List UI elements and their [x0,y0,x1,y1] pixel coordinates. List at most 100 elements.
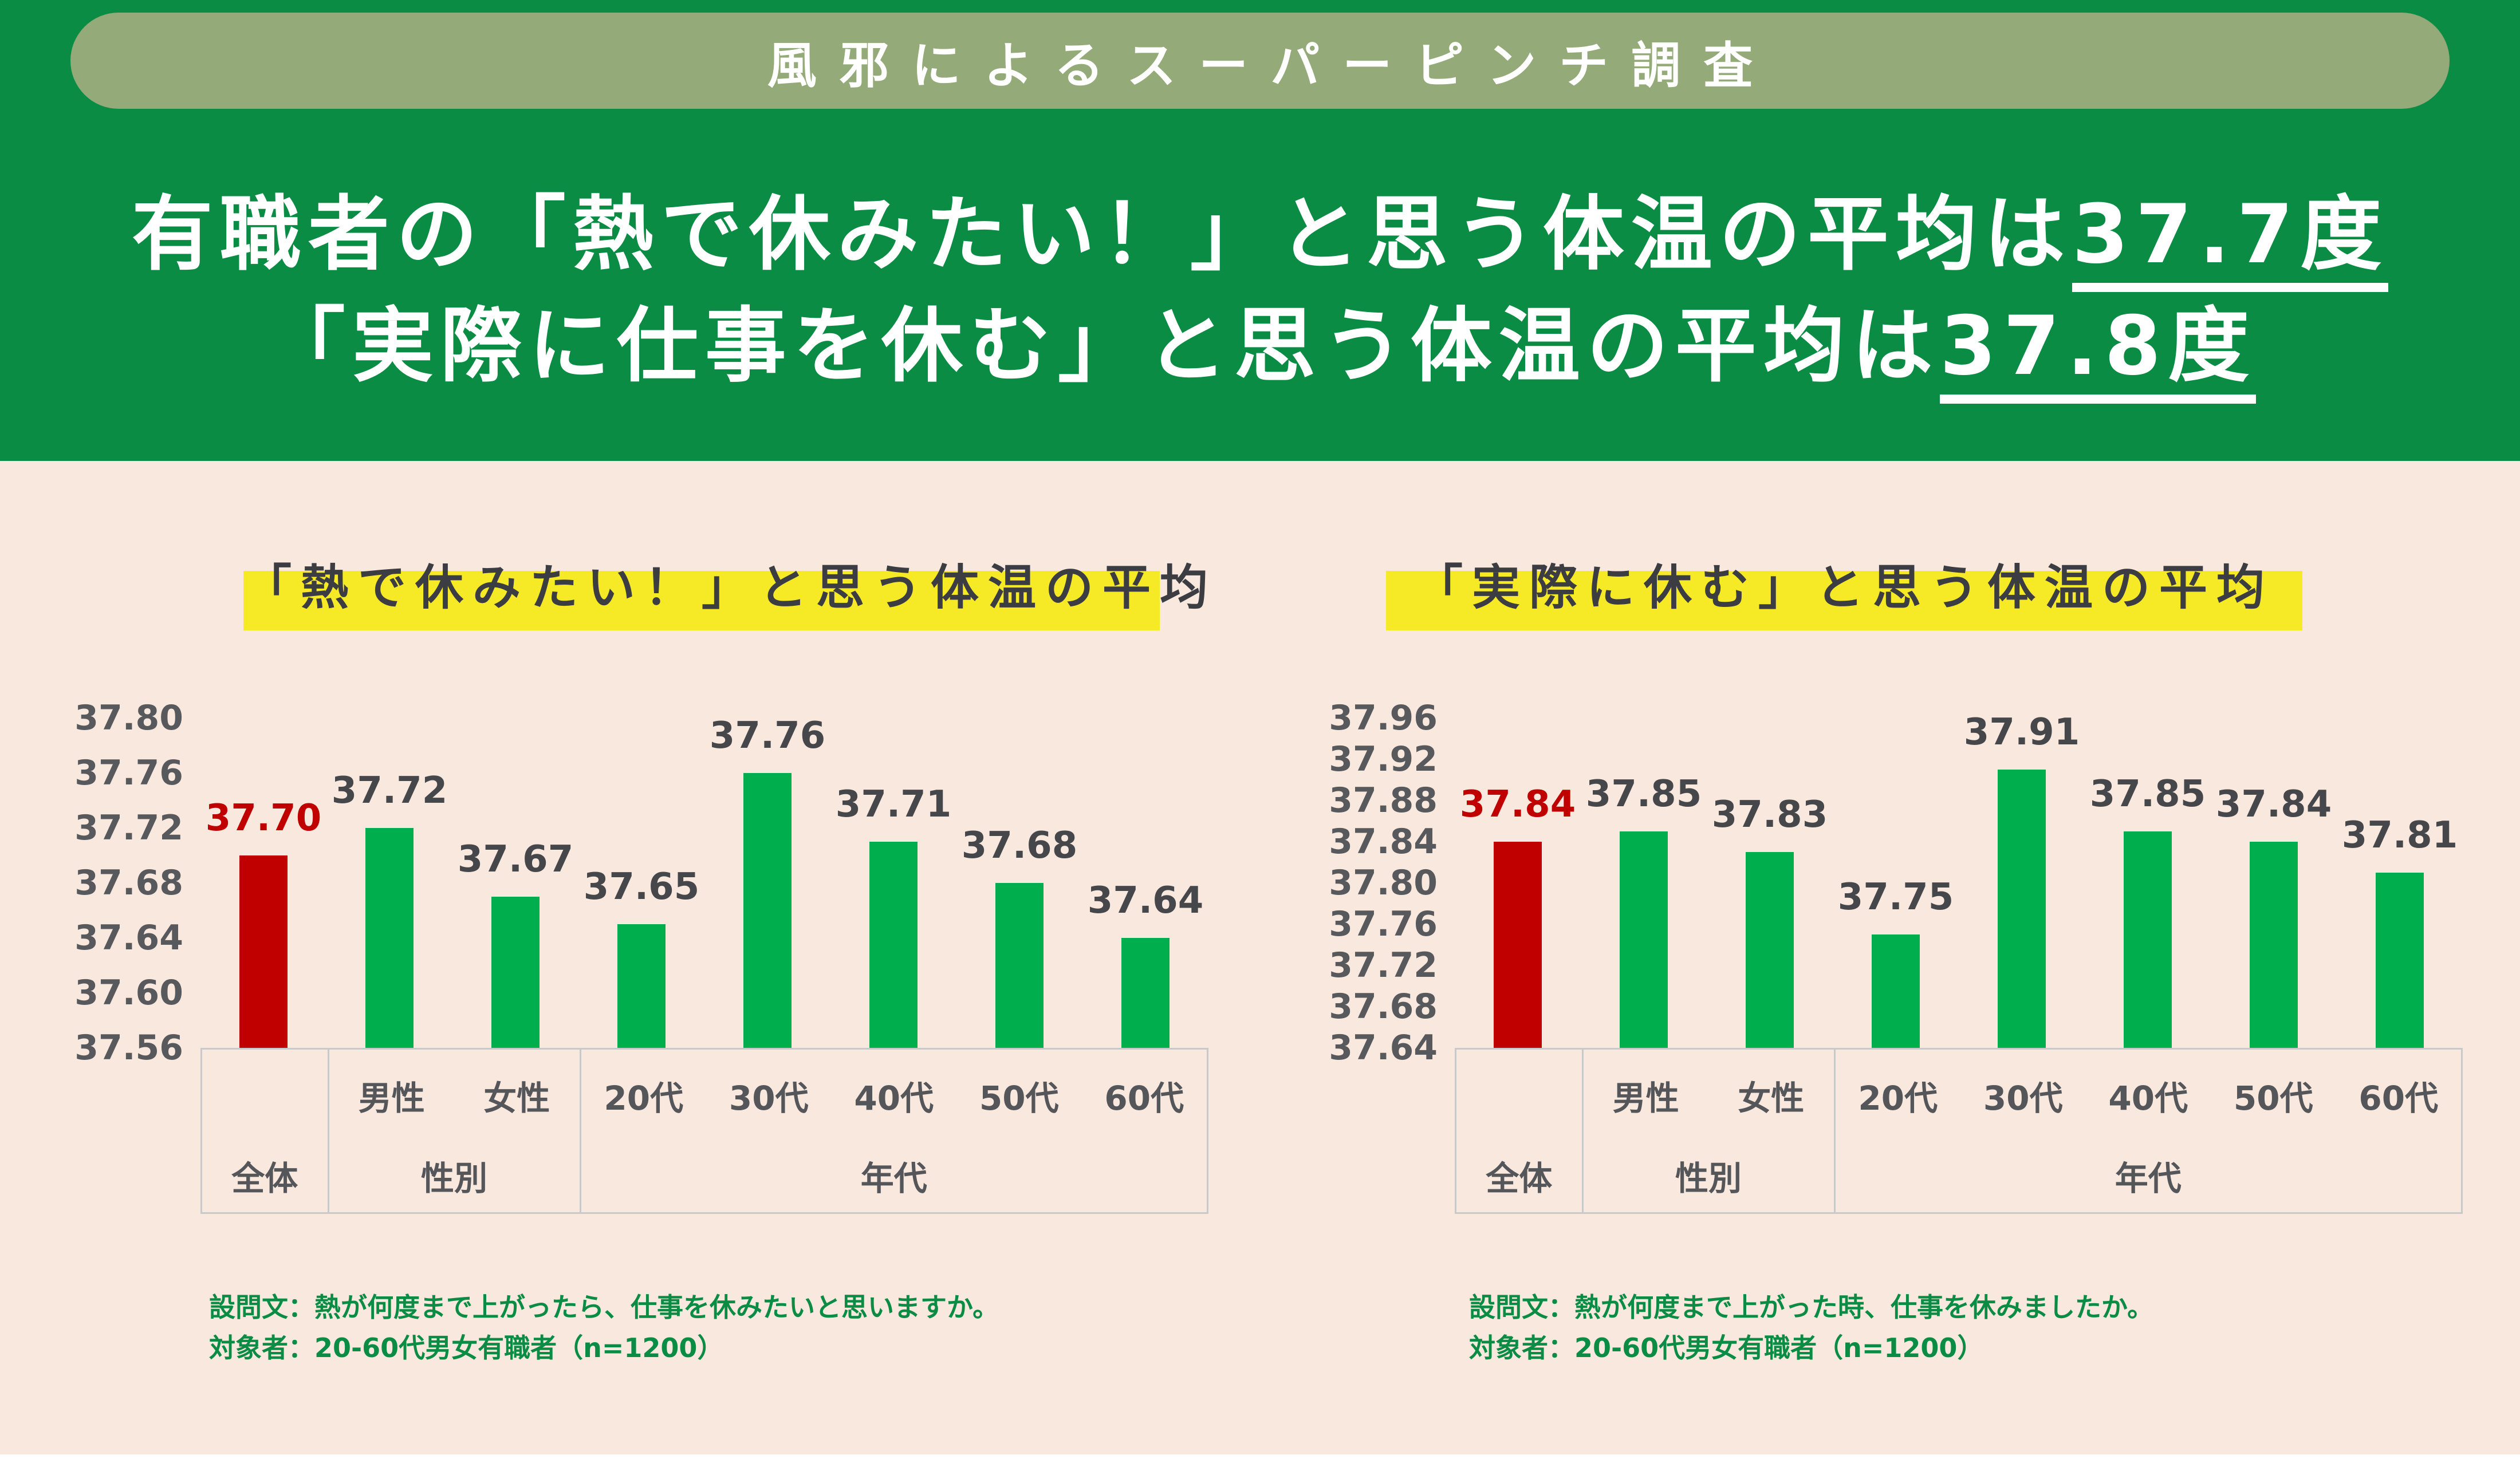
x-axis-group-label: 性別 [420,1159,487,1198]
x-axis-category-30代: 30代 [729,1079,809,1118]
y-axis-tick-label: 37.60 [74,973,183,1013]
bar-value-label-女性: 37.83 [1711,794,1828,836]
y-axis-tick-label: 37.64 [1329,1028,1438,1068]
footnote: 設問文：熱が何度まで上がった時、仕事を休みましたか。 対象者：20-60代男女有… [1469,1287,2153,1369]
bar-男性 [1620,831,1668,1048]
bar-50代 [2250,842,2298,1048]
bar-value-label-男性: 37.72 [331,770,448,812]
x-axis-category-男性: 男性 [1612,1079,1679,1118]
y-axis-tick-label: 37.92 [1329,739,1438,779]
bar-value-label-20代: 37.75 [1837,876,1954,918]
footnote: 設問文：熱が何度まで上がったら、仕事を休みたいと思いますか。 対象者：20-60… [209,1287,999,1369]
bar-40代 [2124,831,2172,1048]
bar-value-label-20代: 37.65 [583,866,700,908]
title-line-2: 「実際に仕事を休む」と思う体温の平均は37.8度 [0,290,2520,404]
bar-20代 [1872,934,1920,1048]
x-axis-group-全体: 全体 [200,1050,328,1212]
y-axis-tick-label: 37.84 [1329,822,1438,862]
x-axis-category-女性: 女性 [1738,1079,1805,1118]
footnote-question: 設問文：熱が何度まで上がった時、仕事を休みましたか。 [1469,1292,2154,1323]
bar-全体 [1494,842,1542,1048]
title-line-2-text: 「実際に仕事を休む」と思う体温の平均は [263,299,1940,393]
bar-40代 [869,842,918,1048]
survey-banner: 風邪によるスーパーピンチ調査 [70,13,2450,109]
x-axis-category-40代: 40代 [2108,1079,2188,1118]
x-axis-category-row: 男性 女性 [1584,1050,1834,1141]
y-axis-tick-label: 37.76 [74,753,183,793]
bar-value-label-50代: 37.68 [961,825,1078,867]
chart-title-highlight: 「実際に休む」と思う体温の平均 [1386,559,2302,630]
y-axis-tick-label: 37.88 [1329,780,1438,821]
bottom-strip [0,1454,2520,1467]
x-axis-category-row: 男性 女性 [329,1050,580,1141]
x-axis-group-全体: 全体 [1455,1050,1582,1212]
y-axis-tick-label: 37.72 [74,808,183,848]
bar-女性 [491,897,540,1048]
bar-value-label-全体: 37.70 [205,797,322,839]
x-axis-group-性別: 男性 女性性別 [327,1050,580,1212]
x-axis-category-50代: 50代 [979,1079,1059,1118]
title-line-2-underlined-value: 37.8度 [1939,299,2257,404]
bar-chart-actually-rest: 37.96 37.92 37.88 37.84 37.80 37.76 37.72 37.68… [1329,670,2463,1214]
footnote-target: 対象者：20-60代男女有職者（n=1200） [1469,1332,1984,1364]
header-band: 風邪によるスーパーピンチ調査 有職者の「熱で休みたい！」と思う体温の平均は37.… [0,0,2520,461]
x-axis-category-40代: 40代 [854,1079,934,1118]
x-axis-category-60代: 60代 [1104,1079,1184,1118]
bar-50代 [995,883,1044,1048]
bar-chart-want-to-rest: 37.80 37.76 37.72 37.68 37.64 37.60 37.56 37.70… [74,670,1208,1214]
bar-20代 [617,924,666,1048]
footnote-target: 対象者：20-60代男女有職者（n=1200） [209,1332,724,1364]
chart-title: 「熱で休みたい！」と思う体温の平均 [243,559,1218,616]
x-axis-group-label: 全体 [1486,1159,1553,1198]
bar-全体 [239,855,288,1048]
x-axis-group-年代: 20代 30代 40代 50代 60代年代 [1833,1050,2463,1212]
x-axis-group-年代: 20代 30代 40代 50代 60代 年代 [579,1050,1208,1212]
y-axis-tick-label: 37.68 [1329,987,1438,1027]
x-axis-category-row: 20代 30代 40代 50代 60代 [1836,1050,2462,1141]
chart-title-highlight: 「熱で休みたい！」と思う体温の平均 [243,559,1208,630]
bar-value-label-30代: 37.76 [709,715,826,757]
bar-30代 [1998,770,2046,1048]
bar-value-label-女性: 37.67 [457,838,574,881]
y-axis-tick-label: 37.56 [74,1028,183,1068]
x-axis-category-20代: 20代 [604,1079,684,1118]
x-axis-category-60代: 60代 [2358,1079,2439,1118]
main-title: 有職者の「熱で休みたい！」と思う体温の平均は37.7度 「実際に仕事を休む」と思… [0,179,2520,404]
x-axis-group-label: 全体 [231,1159,298,1198]
y-axis-tick-label: 37.76 [1329,904,1438,944]
bar-男性 [365,828,414,1048]
bar-value-label-50代: 37.84 [2215,783,2332,826]
bar-女性 [1746,852,1794,1048]
x-axis-group-label: 年代 [2115,1159,2182,1198]
y-axis-tick-label: 37.80 [1329,863,1438,903]
bar-value-label-男性: 37.85 [1585,773,1702,815]
x-axis-group-label: 性別 [1675,1159,1742,1198]
bar-value-label-60代: 37.81 [2341,814,2458,857]
y-axis-tick-label: 37.64 [74,918,183,958]
x-axis-category-20代: 20代 [1858,1079,1938,1118]
x-axis-category-30代: 30代 [1983,1079,2063,1118]
bar-value-label-40代: 37.85 [2089,773,2206,815]
title-line-1-text: 有職者の「熱で休みたい！」と思う体温の平均は [131,187,2072,282]
bar-60代 [1121,938,1170,1048]
x-axis-category-row [1456,1050,1582,1141]
title-line-1: 有職者の「熱で休みたい！」と思う体温の平均は37.7度 [0,179,2520,292]
x-axis-category-女性: 女性 [483,1079,550,1118]
footnote-question: 設問文：熱が何度まで上がったら、仕事を休みたいと思いますか。 [209,1292,999,1323]
y-axis-tick-label: 37.72 [1329,945,1438,985]
x-axis-table: 全体 男性 女性 性別 20代 30代 40代 50代 60代 年代 [200,1048,1208,1214]
x-axis-table: 全体 男性 女性性別 20代 30代 40代 50代 60代年代 [1455,1048,2463,1214]
y-axis-tick-label: 37.68 [74,863,183,903]
x-axis-category-50代: 50代 [2233,1079,2313,1118]
bar-value-label-60代: 37.64 [1087,880,1204,922]
bar-value-label-40代: 37.71 [835,783,952,826]
x-axis-category-男性: 男性 [358,1079,425,1118]
bar-30代 [743,773,792,1048]
title-line-1-underlined-value: 37.7度 [2072,187,2389,292]
banner-label: 風邪によるスーパーピンチ調査 [767,37,1776,94]
x-axis-category-row: 20代 30代 40代 50代 60代 [581,1050,1207,1141]
bar-value-label-30代: 37.91 [1963,711,2080,754]
y-axis-tick-label: 37.80 [74,698,183,738]
